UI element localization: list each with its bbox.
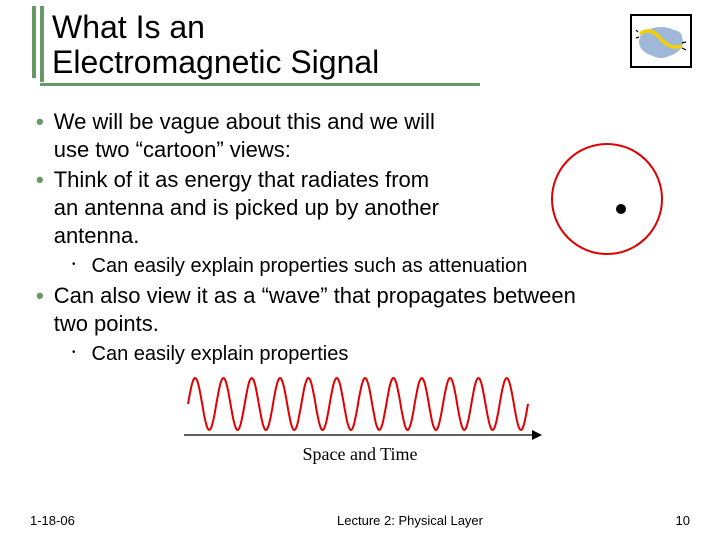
bullet-dot-icon: • [36,108,44,136]
bullet-dot-icon: • [36,282,44,310]
bullet-text: Think of it as energy that radiates from… [54,166,454,250]
slide-title: What Is an Electromagnetic Signal [50,10,690,80]
radiation-circle-icon [542,134,672,264]
sub-bullet-text: Can easily explain properties [92,342,349,366]
title-underline [40,83,480,86]
slide-footer: 1-18-06 Lecture 2: Physical Layer 10 [30,513,690,528]
title-line1: What Is an [52,9,205,45]
wave-axis-label: Space and Time [30,444,690,465]
sub-bullet-dot-icon: • [72,254,76,276]
title-accent-bar [32,6,36,78]
bullet-item: • Can also view it as a “wave” that prop… [36,282,690,338]
footer-date: 1-18-06 [30,513,180,528]
wave-diagram-icon [170,370,550,442]
bullet-text: Can also view it as a “wave” that propag… [54,282,614,338]
title-line2: Electromagnetic Signal [52,44,379,80]
sub-bullet-item: • Can easily explain properties [72,342,690,366]
sub-bullet-text: Can easily explain properties such as at… [92,254,528,278]
sub-bullet-dot-icon: • [72,342,76,364]
bullet-text: We will be vague about this and we will … [54,108,444,164]
title-accent-bar [40,6,44,82]
footer-page-number: 10 [640,513,690,528]
footer-lecture: Lecture 2: Physical Layer [180,513,640,528]
bullet-dot-icon: • [36,166,44,194]
